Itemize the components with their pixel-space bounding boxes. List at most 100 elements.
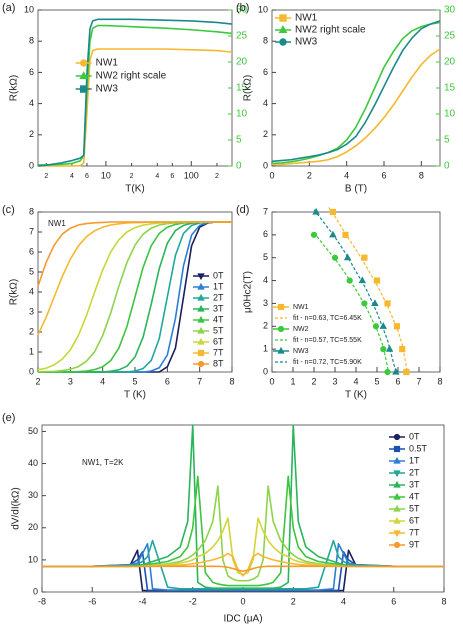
x-tick-label: 6 [170, 173, 174, 180]
plot-frame [37, 9, 233, 167]
y2-tick-label: 10 [236, 109, 248, 120]
legend-label: NW1 [293, 304, 309, 311]
y-axis-label: R(kΩ) [9, 75, 20, 101]
y2-tick-label: 5 [444, 135, 450, 146]
fit-line [313, 209, 397, 373]
y-tick-label: 8 [263, 36, 268, 46]
y-tick-label: 8 [29, 206, 34, 216]
y-tick-label: 4 [263, 98, 268, 108]
y-tick-label: 2 [29, 129, 34, 139]
legend-label: NW2 right scale [96, 71, 167, 82]
y-tick-label: 10 [258, 4, 268, 14]
legend-label: 2T [213, 292, 224, 302]
x-axis-label: IDC (μA) [223, 614, 262, 625]
y-tick-label: 40 [28, 458, 38, 468]
data-line [37, 221, 232, 336]
x-tick-label: -4 [138, 596, 146, 606]
panel-label: (b) [236, 2, 249, 14]
x-tick-label: 6 [165, 376, 170, 386]
y-tick-label: 10 [28, 554, 38, 564]
data-point [373, 277, 381, 284]
legend-label: 5T [409, 503, 420, 513]
legend-label: 0T [213, 270, 224, 280]
legend-label: 7T [213, 347, 224, 357]
legend-marker [197, 326, 205, 334]
y2-tick-label: 30 [236, 5, 248, 16]
legend-marker [279, 14, 287, 22]
panel-label: (a) [2, 2, 15, 14]
legend-label: NW1 [96, 58, 119, 69]
data-point [329, 208, 336, 216]
fit-line [313, 232, 390, 373]
panel-label: (e) [2, 412, 15, 424]
y2-tick-label: 0 [444, 161, 450, 172]
y-axis-label: dV/dI(kΩ) [11, 487, 22, 530]
x-tick-label: 2 [291, 596, 296, 606]
legend-marker [393, 456, 401, 464]
annotation: NW1 [48, 219, 66, 228]
y-tick-label: 6 [29, 67, 34, 77]
x-tick-label: 8 [419, 170, 424, 180]
data-line [38, 24, 233, 166]
data-point [384, 368, 391, 376]
x-tick-label: 1 [290, 376, 295, 386]
y-tick-label: 2 [263, 321, 268, 331]
x-tick-label: 2 [307, 170, 312, 180]
data-point [384, 300, 391, 307]
legend-marker [197, 273, 205, 281]
data-line [42, 539, 444, 590]
legend-label: NW2 right scale [295, 25, 366, 36]
legend-marker [79, 71, 89, 80]
x-tick-label: 2 [35, 376, 40, 386]
legend-marker [279, 38, 287, 46]
y-tick-label: 2 [29, 326, 34, 336]
data-point [399, 346, 406, 353]
data-line [42, 552, 444, 577]
y-tick-label: 20 [28, 522, 38, 532]
legend-label: 2T [409, 467, 420, 477]
y2-tick-label: 5 [236, 135, 242, 146]
legend-marker [393, 516, 401, 524]
legend-label: 6T [213, 336, 224, 346]
legend-label: NW3 [96, 84, 119, 95]
y2-tick-label: 15 [444, 83, 456, 94]
x-tick-label: 8 [229, 376, 234, 386]
x-tick-label: 4 [100, 376, 105, 386]
data-line [42, 565, 444, 572]
y-tick-label: 6 [263, 229, 268, 239]
legend-marker [197, 293, 205, 301]
x-tick-label: 8 [437, 376, 442, 386]
y-tick-label: 30 [28, 490, 38, 500]
x-tick-label: 4 [341, 596, 346, 606]
y2-tick-label: 0 [236, 161, 242, 172]
legend-label: 8T [213, 358, 224, 368]
data-point [361, 254, 368, 261]
data-line [42, 424, 444, 589]
legend-marker [393, 530, 401, 538]
legend-marker [79, 85, 88, 93]
data-point [342, 231, 349, 238]
x-axis-label: T (K) [124, 390, 146, 401]
legend-marker [197, 282, 205, 290]
y2-tick-label: 25 [444, 31, 456, 42]
y2-tick-label: 15 [236, 83, 248, 94]
y-tick-label: 10 [24, 4, 34, 14]
y-tick-label: 0 [33, 586, 38, 596]
data-line [272, 48, 441, 166]
y-tick-label: 3 [263, 298, 268, 308]
legend-label: 3T [409, 479, 420, 489]
x-tick-label: -2 [189, 596, 197, 606]
data-point [385, 344, 394, 352]
y-tick-label: 6 [29, 246, 34, 256]
x-tick-label: 8 [441, 596, 446, 606]
legend-label: 1T [213, 281, 224, 291]
legend-marker [278, 25, 288, 34]
y-tick-label: 7 [263, 206, 268, 216]
x-tick-label: 7 [416, 376, 421, 386]
x-axis-label: T(K) [125, 184, 144, 195]
x-tick-label: 0 [240, 596, 245, 606]
legend-label: 9T [409, 539, 420, 549]
y2-tick-label: 30 [444, 5, 456, 16]
y-tick-label: 50 [28, 426, 38, 436]
